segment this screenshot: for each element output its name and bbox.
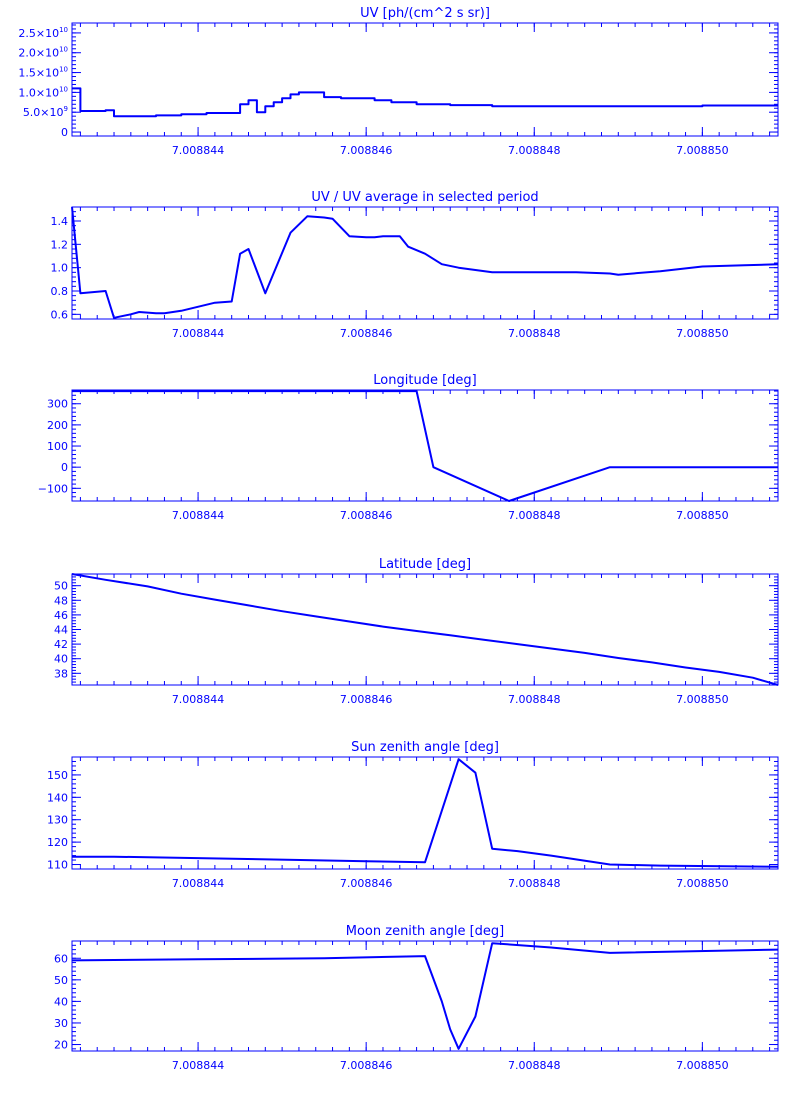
x-tick-label: 7.008848: [508, 509, 561, 522]
x-tick-label: 7.008846: [340, 877, 393, 890]
x-tick-label: 7.008844: [172, 144, 225, 157]
y-tick-mantissa: 1.5×10: [18, 67, 59, 80]
y-tick-exponent: 9: [64, 105, 68, 113]
y-tick-label: 1.0: [51, 262, 69, 275]
x-tick-label: 7.008850: [676, 327, 729, 340]
y-tick-exponent: 10: [59, 46, 68, 54]
chart-title: UV [ph/(cm^2 s sr)]: [360, 6, 490, 21]
y-tick-label: 200: [47, 419, 68, 432]
x-tick-label: 7.008850: [676, 877, 729, 890]
chart-title: Sun zenith angle [deg]: [351, 740, 499, 755]
plot-frame: [71, 22, 779, 137]
y-tick-label: 42: [54, 638, 68, 651]
series-line: [72, 758, 779, 868]
x-tick-label: 7.008848: [508, 693, 561, 706]
y-tick-label: 1.2: [51, 238, 69, 251]
x-tick-label: 7.008850: [676, 1059, 729, 1072]
y-tick-label: 130: [47, 814, 68, 827]
series-line: [71, 942, 779, 1050]
y-tick-label: 44: [54, 624, 68, 637]
plot-frame: [71, 206, 779, 320]
x-tick-label: 7.008846: [340, 327, 393, 340]
y-tick-label: 0: [61, 461, 68, 474]
y-tick-label: 150: [47, 769, 68, 782]
y-tick-label: 5.0×109: [23, 105, 68, 119]
y-tick-label: 0.8: [51, 285, 69, 298]
plot-frame: [71, 940, 779, 1052]
series-line: [71, 573, 779, 686]
x-tick-label: 7.008848: [508, 877, 561, 890]
y-tick-label: 46: [54, 609, 68, 622]
y-tick-label: 40: [54, 995, 68, 1008]
plot-frame: [71, 389, 779, 502]
y-tick-mantissa: 5.0×10: [23, 106, 64, 119]
x-tick-label: 7.008844: [172, 327, 225, 340]
plot-frame: [71, 756, 779, 870]
y-tick-label: 50: [54, 974, 68, 987]
y-tick-exponent: 10: [59, 85, 68, 93]
y-tick-exponent: 10: [59, 26, 68, 34]
chart-title: Longitude [deg]: [373, 373, 476, 388]
y-tick-label: 2.0×1010: [18, 46, 68, 60]
y-tick-mantissa: 1.0×10: [18, 86, 59, 99]
y-tick-label: 50: [54, 580, 68, 593]
x-tick-label: 7.008850: [676, 693, 729, 706]
chart-panel-3: Longitude [deg] 7.008844 7.008846 7.008848 7…: [38, 373, 779, 522]
x-tick-label: 7.008844: [172, 509, 225, 522]
x-tick-label: 7.008844: [172, 1059, 225, 1072]
y-tick-label: 40: [54, 653, 68, 666]
y-tick-label: 30: [54, 1017, 68, 1030]
y-tick-mantissa: 2.5×10: [18, 27, 59, 40]
chart-panel-6: Moon zenith angle [deg] 7.008844 7.008846 7…: [54, 924, 779, 1072]
y-tick-label: 140: [47, 791, 68, 804]
y-tick-label: 1.5×1010: [18, 66, 68, 80]
series-line: [72, 87, 778, 118]
y-tick-label: −100: [38, 482, 68, 495]
chart-title: Latitude [deg]: [379, 557, 471, 572]
chart-panel-1: UV [ph/(cm^2 s sr)] 7.008844 7.008846 7.008…: [18, 6, 779, 157]
chart-title: UV / UV average in selected period: [311, 190, 538, 205]
y-tick-label: 2.5×1010: [18, 26, 68, 40]
y-tick-label: 38: [54, 667, 68, 680]
x-tick-label: 7.008848: [508, 144, 561, 157]
y-tick-mantissa: 2.0×10: [18, 47, 59, 60]
y-tick-label: 100: [47, 440, 68, 453]
y-tick-label: 110: [47, 859, 68, 872]
x-tick-label: 7.008846: [340, 509, 393, 522]
x-tick-label: 7.008844: [172, 693, 225, 706]
y-tick-label: 48: [54, 594, 68, 607]
y-tick-label: 20: [54, 1039, 68, 1052]
y-tick-label: 1.4: [51, 215, 69, 228]
y-tick-label: 60: [54, 952, 68, 965]
x-tick-label: 7.008844: [172, 877, 225, 890]
x-tick-label: 7.008846: [340, 1059, 393, 1072]
y-tick-label: 1.0×1010: [18, 85, 68, 99]
y-tick-label: 0.6: [51, 308, 69, 321]
x-tick-label: 7.008848: [508, 327, 561, 340]
x-tick-label: 7.008850: [676, 144, 729, 157]
series-line: [72, 390, 778, 502]
x-tick-label: 7.008850: [676, 509, 729, 522]
y-tick-label: 300: [47, 398, 68, 411]
y-tick-exponent: 10: [59, 66, 68, 74]
chart-title: Moon zenith angle [deg]: [346, 924, 504, 939]
x-tick-label: 7.008846: [340, 144, 393, 157]
x-tick-label: 7.008848: [508, 1059, 561, 1072]
chart-panel-5: Sun zenith angle [deg] 7.008844 7.008846 7.…: [47, 740, 779, 890]
chart-panel-4: Latitude [deg] 7.008844 7.008846 7.008848 7.…: [54, 557, 779, 706]
series-line: [71, 206, 779, 319]
y-tick-label: 120: [47, 836, 68, 849]
chart-panel-2: UV / UV average in selected period 7.0088…: [51, 190, 779, 340]
x-tick-label: 7.008846: [340, 693, 393, 706]
y-tick-label: 0: [61, 126, 68, 139]
plot-frame: [71, 573, 779, 686]
